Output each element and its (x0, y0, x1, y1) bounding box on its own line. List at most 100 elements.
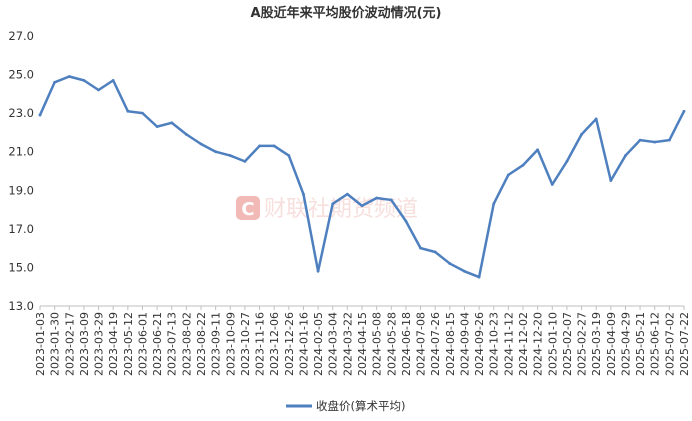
x-tick-label: 2024-12-20 (532, 312, 545, 376)
x-tick-label: 2023-08-22 (195, 312, 208, 376)
x-tick-label: 2023-10-09 (224, 312, 237, 376)
data-point (624, 154, 627, 157)
x-tick-label: 2023-06-21 (151, 312, 164, 376)
data-point (492, 202, 496, 206)
x-tick-label: 2024-05-08 (371, 312, 384, 376)
x-tick-label: 2023-11-16 (254, 312, 267, 376)
y-tick-label: 15.0 (8, 260, 34, 274)
x-tick-label: 2024-05-28 (385, 312, 398, 376)
x-tick-label: 2024-10-23 (488, 312, 501, 376)
x-tick-label: 2025-05-21 (634, 312, 647, 376)
y-axis: 13.0 15.0 17.0 19.0 21.0 23.0 25.0 27.0 (8, 29, 34, 313)
data-point (653, 140, 657, 144)
x-tick-label: 2024-09-26 (473, 312, 486, 376)
x-tick-label: 2023-03-29 (93, 312, 106, 376)
data-point (331, 202, 335, 206)
data-point (97, 88, 100, 92)
data-point (375, 196, 379, 200)
x-tick-label: 2024-12-02 (517, 312, 530, 376)
y-tick-label: 17.0 (8, 222, 34, 236)
data-point (638, 138, 642, 142)
data-point (67, 75, 71, 78)
data-point (521, 163, 525, 167)
data-point (667, 138, 671, 142)
x-tick-label: 2025-04-29 (619, 312, 632, 376)
x-tick-label: 2024-08-15 (444, 312, 457, 376)
data-point (38, 113, 42, 117)
chart-title: A股近年来平均股价波动情况(元) (251, 5, 442, 21)
data-point (214, 150, 218, 154)
x-tick-label: 2023-05-12 (122, 312, 135, 376)
x-tick-label: 2024-06-18 (400, 312, 413, 376)
x-tick-label: 2024-02-05 (312, 312, 325, 376)
data-point (477, 275, 481, 279)
x-tick-label: 2024-01-16 (297, 312, 310, 376)
data-point (609, 179, 613, 183)
data-point (536, 148, 540, 152)
x-tick-label: 2024-07-26 (429, 312, 442, 376)
x-tick-label: 2024-11-12 (502, 312, 515, 376)
x-tick-label: 2023-06-01 (136, 312, 149, 376)
data-point (258, 144, 261, 148)
y-tick-label: 25.0 (8, 68, 34, 82)
x-tick-label: 2023-12-26 (283, 312, 296, 376)
data-point (228, 154, 232, 157)
watermark-logo-letter: C (241, 199, 254, 220)
x-tick-label: 2023-04-19 (107, 312, 120, 376)
data-point (199, 142, 203, 146)
x-tick-label: 2025-07-22 (678, 312, 691, 376)
data-point (565, 159, 569, 163)
data-point (53, 80, 57, 84)
watermark-logo (236, 196, 260, 220)
watermark-text: 财联社期货频道 (264, 197, 418, 222)
data-point (448, 262, 452, 265)
data-point (287, 154, 291, 157)
data-point (389, 198, 393, 202)
series-layer (38, 75, 686, 279)
x-tick-label: 2024-09-04 (458, 312, 471, 376)
data-point (141, 111, 144, 115)
data-point (302, 192, 305, 196)
data-point (243, 159, 247, 163)
x-tick-label: 2025-07-02 (663, 312, 676, 376)
x-tick-label: 2024-07-08 (415, 312, 428, 376)
y-tick-label: 23.0 (8, 106, 34, 120)
x-tick-label: 2023-01-30 (49, 312, 62, 376)
data-point (463, 269, 466, 273)
data-point (506, 173, 510, 177)
data-point (82, 78, 86, 82)
y-tick-label: 19.0 (8, 183, 34, 197)
x-tick-label: 2023-07-13 (166, 312, 179, 376)
data-point (404, 219, 408, 223)
data-point (550, 183, 554, 186)
data-point (184, 132, 188, 136)
data-point (316, 269, 320, 273)
x-tick-label: 2025-02-27 (576, 312, 589, 376)
data-point (594, 117, 598, 121)
legend-label: 收盘价(算术平均) (316, 399, 405, 413)
data-point (433, 250, 437, 254)
x-tick-label: 2024-03-04 (327, 312, 340, 376)
data-point (126, 109, 130, 113)
data-point (155, 125, 159, 129)
data-point (419, 246, 422, 250)
legend[interactable]: 收盘价(算术平均) (286, 399, 405, 413)
x-tick-label: 2024-04-15 (356, 312, 369, 376)
x-tick-label: 2025-04-09 (605, 312, 618, 376)
data-point (360, 204, 364, 208)
x-tick-label: 2025-01-10 (546, 312, 559, 376)
x-tick-label: 2025-06-12 (649, 312, 662, 376)
x-tick-label: 2023-01-03 (34, 312, 47, 376)
y-tick-label: 21.0 (8, 145, 34, 159)
x-tick-label: 2025-03-19 (590, 312, 603, 376)
x-tick-label: 2023-02-17 (63, 312, 76, 376)
x-axis: 2023-01-03 2023-01-30 2023-02-17 2023-03-09… (34, 306, 691, 376)
data-point (272, 144, 276, 148)
x-tick-label: 2023-12-06 (268, 312, 281, 376)
series-line (38, 75, 686, 279)
x-tick-label: 2023-10-27 (239, 312, 252, 376)
x-tick-label: 2023-08-02 (180, 312, 193, 376)
y-tick-label: 27.0 (8, 29, 34, 43)
